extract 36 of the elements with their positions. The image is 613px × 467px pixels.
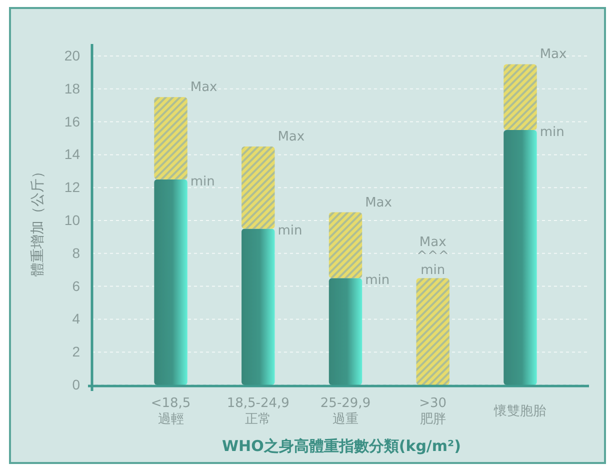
y-tick-label: 20 bbox=[64, 47, 80, 64]
y-tick-label: 16 bbox=[64, 113, 80, 130]
bar bbox=[154, 97, 188, 180]
bar bbox=[504, 130, 537, 385]
annotation: Max bbox=[365, 195, 392, 210]
annotation: min bbox=[278, 224, 302, 239]
x-axis-title: WHO之身高體重指數分類(kg/m²) bbox=[222, 437, 461, 455]
x-tick-label: >30 肥胖 bbox=[419, 396, 447, 427]
y-tick-label: 8 bbox=[72, 244, 80, 261]
y-tick-label: 10 bbox=[64, 212, 80, 228]
annotation: Max ^^^ min bbox=[416, 235, 450, 278]
y-tick-label: 6 bbox=[72, 278, 80, 294]
x-tick-label: 18,5-24,9 正常 bbox=[226, 396, 290, 427]
annotation: Max bbox=[540, 47, 568, 62]
bar bbox=[416, 278, 450, 385]
bar bbox=[242, 228, 275, 385]
y-tick-label: 12 bbox=[64, 179, 80, 196]
y-tick-label: 2 bbox=[72, 344, 80, 360]
annotation: min bbox=[540, 125, 564, 140]
bar bbox=[154, 179, 188, 385]
y-tick-label: 18 bbox=[64, 80, 80, 96]
annotation: Max bbox=[278, 129, 305, 144]
y-axis-title: 體重增加（公斤） bbox=[30, 164, 46, 276]
x-tick-label: 25-29,9 過重 bbox=[320, 396, 371, 427]
bar bbox=[328, 212, 362, 278]
y-tick-label: 0 bbox=[72, 376, 80, 392]
annotation: Max bbox=[190, 80, 218, 96]
x-tick-label: 懷雙胞胎 bbox=[493, 404, 546, 419]
bar bbox=[242, 146, 275, 229]
annotation: min bbox=[190, 174, 215, 190]
bar bbox=[504, 64, 537, 130]
x-tick-label: <18,5 過輕 bbox=[150, 396, 191, 427]
y-tick-label: 4 bbox=[72, 310, 80, 327]
y-tick-label: 14 bbox=[64, 146, 80, 162]
annotation: min bbox=[365, 273, 390, 288]
bar bbox=[328, 278, 362, 385]
